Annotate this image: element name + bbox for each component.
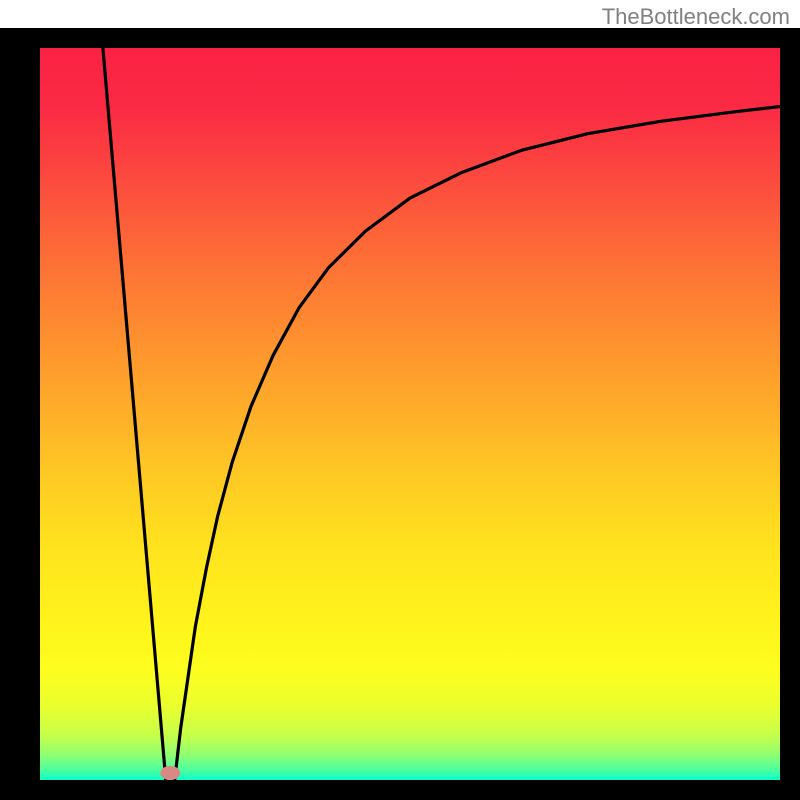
bottleneck-chart: TheBottleneck.com bbox=[0, 0, 800, 800]
watermark-text: TheBottleneck.com bbox=[602, 4, 790, 30]
plot-background bbox=[40, 48, 780, 780]
dip-marker bbox=[160, 766, 180, 780]
chart-svg bbox=[0, 0, 800, 800]
